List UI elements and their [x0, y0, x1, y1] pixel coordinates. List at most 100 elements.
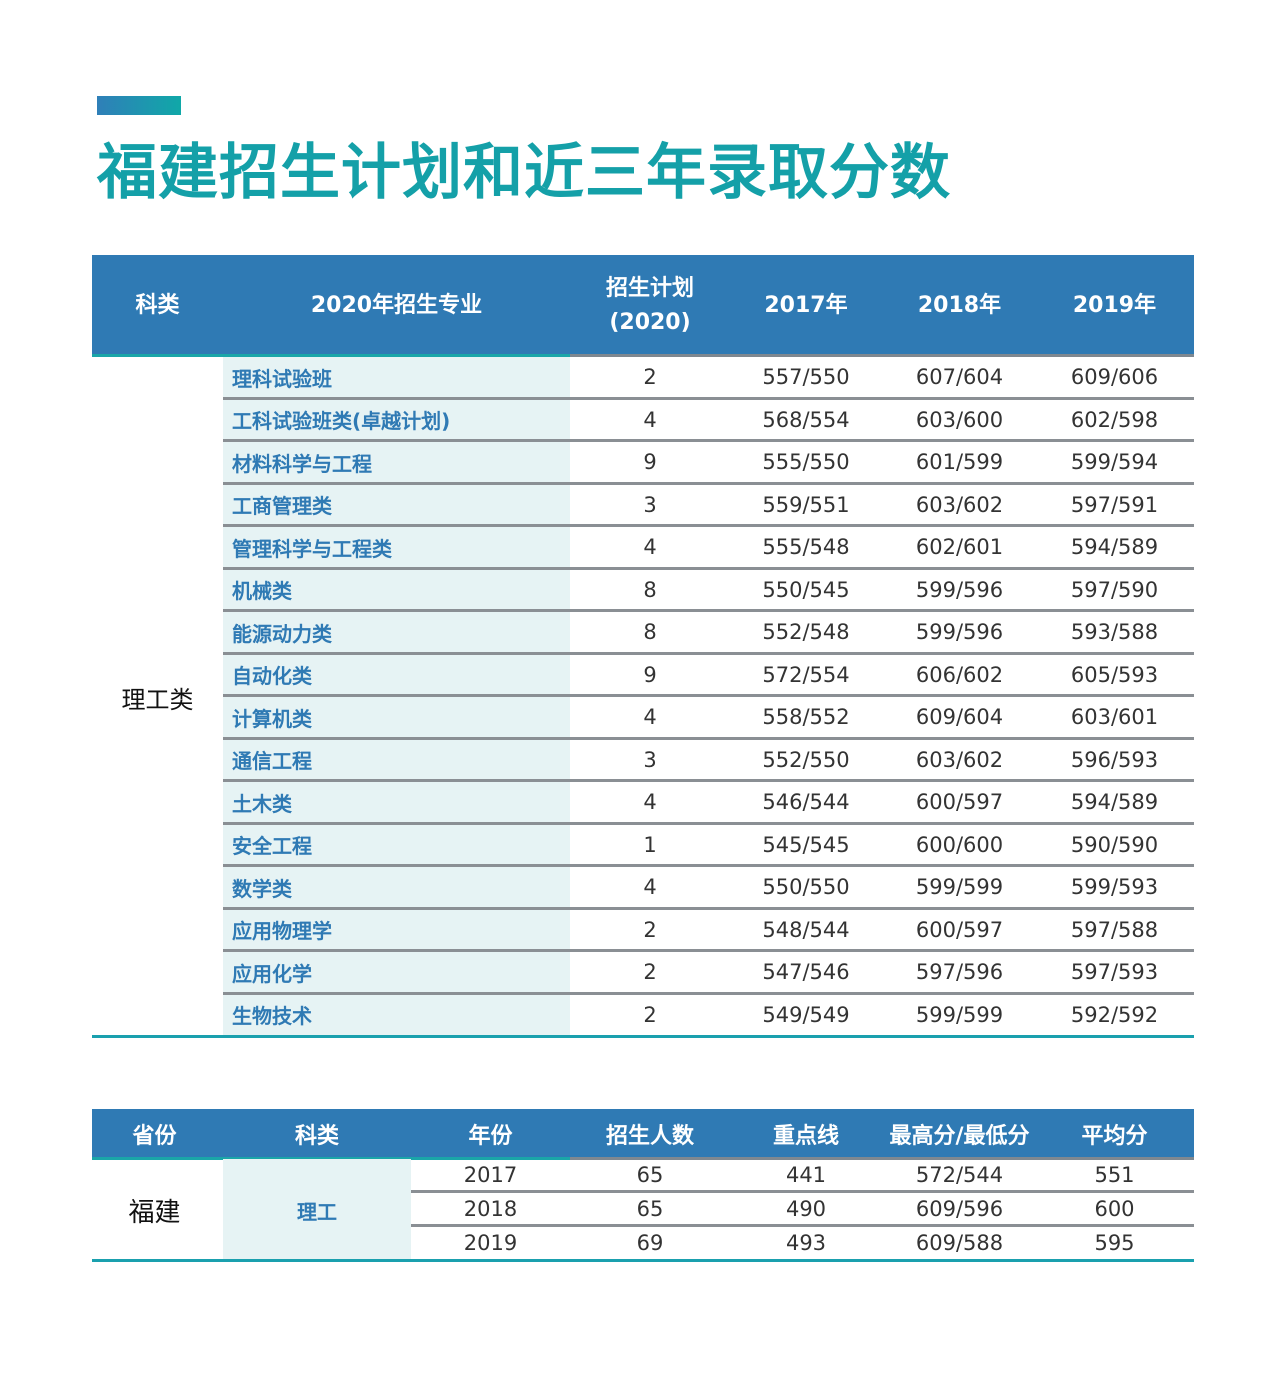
header-underline-teal — [92, 1157, 570, 1160]
plan-count: 4 — [643, 790, 657, 814]
plan-count: 2 — [643, 917, 657, 942]
score-2018: 607/604 — [915, 365, 1004, 389]
score-2017: 555/548 — [762, 535, 850, 559]
score-2019: 596/593 — [1070, 747, 1159, 772]
plan-count: 4 — [643, 875, 657, 899]
header-category: 科类 — [294, 1124, 339, 1149]
admission-plan-table-header: 科类 2020年招生专业 招生计划 (2020) 2017年 2018年 201… — [92, 255, 1194, 357]
major-name: 材料科学与工程 — [232, 451, 372, 476]
score-2017: 572/554 — [762, 662, 850, 687]
major-name: 工科试验班类(卓越计划) — [232, 409, 451, 433]
major-column-background — [223, 357, 570, 1037]
year: 2019 — [463, 1231, 518, 1255]
major-name: 管理科学与工程类 — [232, 536, 392, 561]
row-divider — [223, 821, 1194, 825]
header-average: 平均分 — [1081, 1124, 1148, 1149]
row-divider — [223, 396, 1194, 400]
score-2017: 555/550 — [762, 450, 850, 474]
score-2018: 601/599 — [915, 450, 1004, 474]
table-row: 2017 65 441 572/544 551 — [411, 1159, 1194, 1193]
row-divider — [223, 524, 1194, 527]
average-score: 600 — [1094, 1197, 1135, 1221]
table-bottom-border — [92, 1035, 1194, 1038]
header-plan-line2: (2020) — [609, 310, 691, 335]
row-divider — [223, 651, 1194, 655]
major-name: 生物技术 — [232, 1004, 312, 1028]
table-row: 管理科学与工程类 4 555/548 602/601 594/589 — [223, 527, 1194, 570]
major-name: 理科试验班 — [232, 366, 332, 391]
header-province: 省份 — [132, 1124, 177, 1149]
table-row: 理科试验班 2 557/550 607/604 609/606 — [223, 357, 1194, 400]
score-2019: 593/588 — [1070, 620, 1159, 644]
admission-history-table-header: 省份 科类 年份 招生人数 重点线 最高分/最低分 平均分 — [92, 1109, 1194, 1160]
plan-count: 9 — [643, 450, 657, 474]
average-score: 595 — [1094, 1231, 1135, 1255]
score-2019: 605/593 — [1070, 662, 1159, 687]
table-row: 自动化类 9 572/554 606/602 605/593 — [223, 655, 1194, 697]
plan-count: 3 — [643, 492, 657, 517]
score-2018: 602/601 — [915, 535, 1004, 559]
score-2019: 594/589 — [1070, 790, 1159, 814]
major-name: 安全工程 — [232, 834, 312, 858]
score-2018: 609/604 — [915, 705, 1004, 729]
table-row: 2018 65 490 609/596 600 — [411, 1193, 1194, 1227]
max-min-score: 572/544 — [915, 1163, 1004, 1187]
score-2018: 603/602 — [915, 492, 1004, 517]
score-2017: 550/545 — [762, 577, 850, 602]
score-2019: 599/593 — [1070, 875, 1159, 899]
major-name: 机械类 — [232, 579, 292, 603]
score-2019: 597/593 — [1070, 960, 1159, 984]
subject-category-cell: 理工 — [223, 1159, 411, 1261]
header-key-line: 重点线 — [772, 1124, 839, 1149]
plan-count: 2 — [643, 365, 657, 389]
score-2019: 603/601 — [1070, 705, 1159, 729]
score-2017: 568/554 — [762, 407, 850, 432]
score-2019: 594/589 — [1070, 535, 1159, 559]
score-2018: 600/600 — [915, 832, 1004, 857]
score-2018: 597/596 — [915, 960, 1004, 984]
row-divider — [223, 439, 1194, 442]
table-row: 机械类 8 550/545 599/596 597/590 — [223, 570, 1194, 612]
header-2017: 2017年 — [764, 293, 848, 318]
score-2018: 599/596 — [915, 577, 1004, 602]
table-row: 计算机类 4 558/552 609/604 603/601 — [223, 697, 1194, 740]
page-title: 福建招生计划和近三年录取分数 — [97, 138, 951, 208]
major-name: 通信工程 — [232, 749, 312, 773]
enrolled-count: 65 — [636, 1163, 664, 1187]
row-divider — [411, 1190, 1194, 1193]
key-line-score: 493 — [785, 1231, 827, 1255]
score-2017: 552/548 — [762, 620, 850, 644]
table-row: 应用物理学 2 548/544 600/597 597/588 — [223, 910, 1194, 952]
plan-count: 2 — [643, 1002, 657, 1027]
header-2018: 2018年 — [917, 293, 1002, 318]
header-category: 科类 — [135, 293, 180, 318]
score-2018: 599/599 — [915, 1002, 1004, 1027]
major-name: 土木类 — [232, 791, 292, 816]
table-row: 应用化学 2 547/546 597/596 597/593 — [223, 952, 1194, 995]
plan-count: 8 — [643, 577, 657, 602]
major-name: 数学类 — [232, 876, 292, 901]
score-2019: 602/598 — [1070, 407, 1159, 432]
plan-count: 1 — [643, 832, 657, 857]
title-accent-bar — [97, 96, 181, 115]
row-divider — [223, 779, 1194, 782]
admission-history-table: 省份 科类 年份 招生人数 重点线 最高分/最低分 平均分 福建 理工 2017… — [92, 1109, 1194, 1262]
major-name: 能源动力类 — [232, 621, 332, 646]
score-2017: 548/544 — [762, 917, 850, 942]
score-2017: 559/551 — [762, 492, 850, 517]
header-plan: 招生计划 (2020) — [570, 255, 730, 357]
table-row: 材料科学与工程 9 555/550 601/599 599/594 — [223, 442, 1194, 485]
table-row: 通信工程 3 552/550 603/602 596/593 — [223, 740, 1194, 782]
row-divider — [223, 694, 1194, 697]
header-underline-teal — [92, 354, 570, 357]
plan-count: 4 — [643, 535, 657, 559]
score-2019: 592/592 — [1070, 1002, 1159, 1027]
row-divider — [223, 906, 1194, 910]
score-2019: 597/591 — [1070, 492, 1159, 517]
major-name: 应用物理学 — [232, 919, 332, 943]
row-divider — [223, 864, 1194, 867]
major-name: 自动化类 — [232, 664, 312, 688]
row-divider — [223, 949, 1194, 952]
score-2018: 603/602 — [915, 747, 1004, 772]
major-name: 计算机类 — [232, 706, 312, 731]
